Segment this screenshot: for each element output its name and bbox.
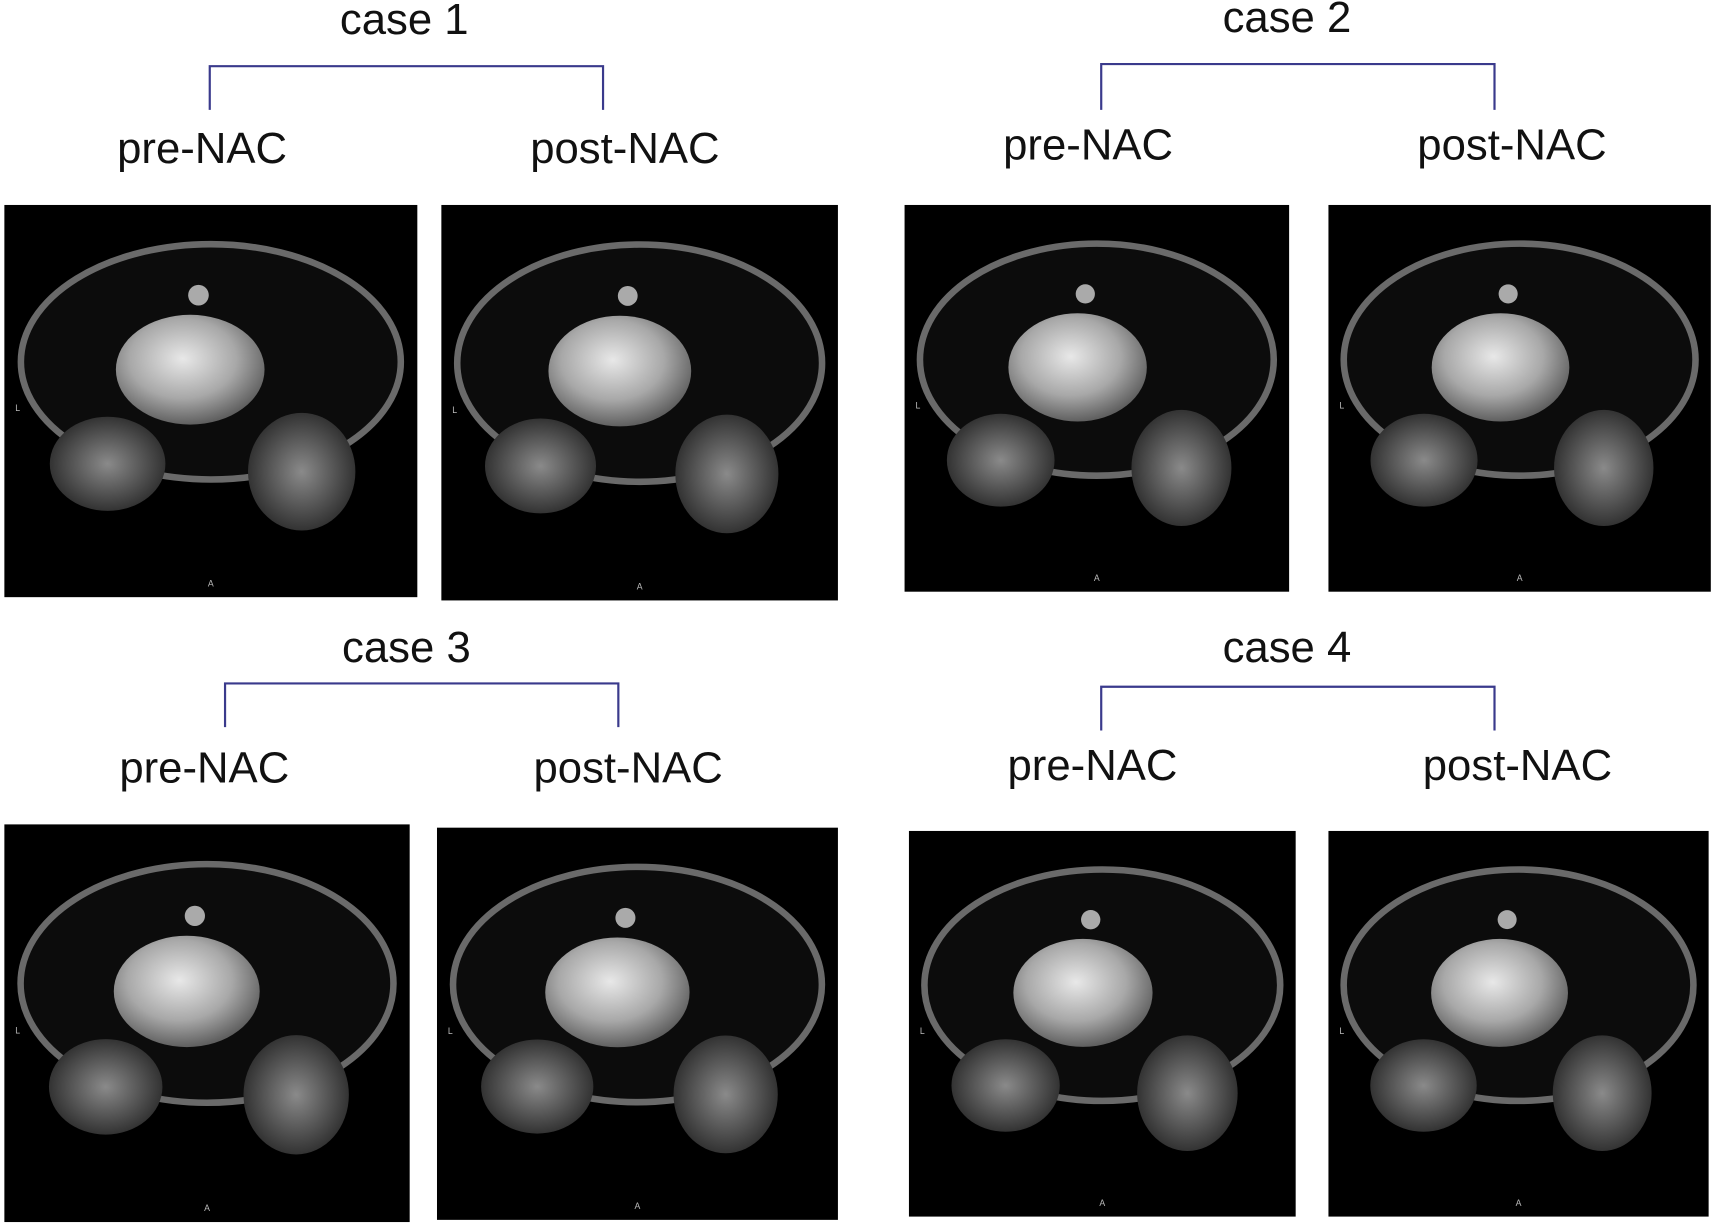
bracket [208,65,605,110]
breast-right [243,1035,349,1155]
breast-left [946,413,1055,507]
orientation-marker: L [1339,1026,1344,1036]
breast-left [1370,413,1478,507]
orientation-marker: A [1094,573,1100,583]
orientation-marker: L [15,403,20,413]
breast-left [49,416,166,511]
case-title: case 4 [1223,623,1352,672]
breast-left [1370,1039,1477,1132]
orientation-marker: A [1517,573,1523,583]
image-label: pre-NAC [1003,121,1173,170]
mri-image: LA [4,824,410,1223]
heart [548,315,692,427]
orientation-marker: A [635,1201,641,1211]
mri-image: LA [1328,830,1709,1217]
orientation-marker: L [448,1026,453,1036]
heart [1431,313,1570,422]
orientation-marker: L [920,1026,925,1036]
orientation-marker: L [15,1025,20,1035]
aorta [1498,284,1518,304]
heart [545,937,690,1048]
breast-right [1552,1035,1652,1152]
image-label: pre-NAC [117,124,287,173]
breast-left [48,1039,163,1135]
mri-image: LA [1328,204,1711,592]
aorta [188,284,209,306]
breast-right [1554,409,1654,526]
orientation-marker: A [1099,1198,1105,1208]
heart [1013,938,1153,1047]
aorta [615,907,636,928]
heart [1008,313,1147,422]
image-label: post-NAC [530,124,719,173]
bracket [1100,685,1496,731]
breast-right [673,1035,778,1154]
breast-right [248,412,356,531]
orientation-marker: A [208,578,214,588]
case-title: case 1 [340,0,469,44]
aorta [1075,284,1095,304]
orientation-marker: L [915,400,920,410]
image-label: pre-NAC [119,743,289,792]
orientation-marker: L [452,405,457,415]
mri-image: LA [436,827,838,1220]
image-label: post-NAC [1417,121,1606,170]
aorta [1081,909,1101,930]
breast-right [1137,1035,1238,1152]
orientation-marker: L [1339,400,1344,410]
heart [113,935,260,1048]
breast-left [481,1039,594,1134]
bracket [223,682,620,728]
heart [1431,938,1568,1047]
mri-image: LA [441,204,838,601]
orientation-marker: A [637,582,643,592]
aorta [617,286,638,306]
image-label: post-NAC [1423,741,1612,790]
bracket [1100,62,1496,110]
heart [115,314,265,425]
orientation-marker: A [204,1203,210,1213]
mri-image: LA [904,204,1290,592]
aorta [184,905,205,926]
breast-left [484,418,597,514]
breast-right [1131,409,1232,526]
image-label: post-NAC [533,743,722,792]
breast-left [951,1039,1060,1132]
image-label: pre-NAC [1008,741,1178,790]
mri-image: LA [4,204,418,598]
aorta [1497,910,1517,930]
breast-right [675,414,779,534]
mri-image: LA [908,830,1296,1217]
case-title: case 3 [342,623,471,672]
orientation-marker: A [1516,1198,1522,1208]
case-title: case 2 [1223,0,1352,42]
